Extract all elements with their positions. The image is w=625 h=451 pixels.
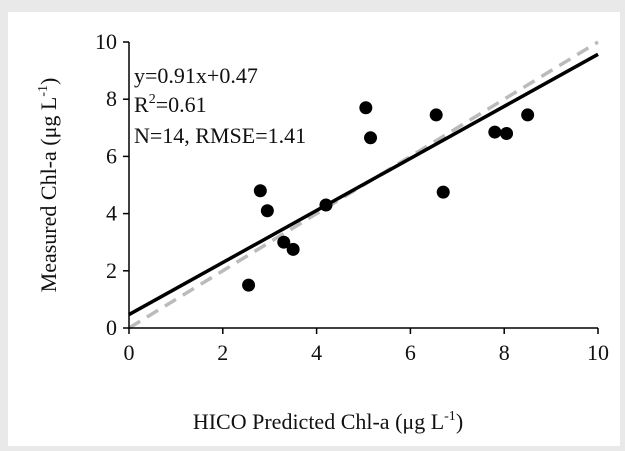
y-tick-label: 4 bbox=[106, 201, 117, 226]
y-axis-title-tail: ) bbox=[36, 78, 61, 85]
chart-figure: 0 2 4 6 8 10 0 2 4 6 8 10 y=0.91x+0.47 R2=0.61 N=14… bbox=[8, 12, 620, 446]
stats-label: N=14, RMSE=1.41 bbox=[134, 123, 306, 148]
y-tick-label: 8 bbox=[106, 86, 117, 111]
x-axis-title-main: HICO Predicted Chl-a (μg L bbox=[193, 409, 444, 434]
equation-label: y=0.91x+0.47 bbox=[134, 63, 258, 88]
x-axis-title-superscript: -1 bbox=[444, 409, 456, 424]
x-tick-label: 10 bbox=[587, 340, 609, 365]
data-point bbox=[286, 242, 300, 256]
y-axis-title-main: Measured Chl-a (μg L bbox=[36, 97, 61, 293]
y-axis-title-superscript: -1 bbox=[36, 85, 51, 97]
data-point bbox=[242, 278, 256, 292]
data-point bbox=[277, 235, 291, 249]
r-squared-label: R2=0.61 bbox=[134, 92, 207, 117]
data-point bbox=[364, 131, 378, 145]
x-tick-label: 6 bbox=[405, 340, 416, 365]
data-point bbox=[500, 127, 514, 141]
r-squared-symbol: R bbox=[134, 92, 149, 117]
r-squared-superscript: 2 bbox=[149, 92, 156, 107]
x-axis-title: HICO Predicted Chl-a (μg L-1) bbox=[193, 409, 463, 434]
y-tick-label: 2 bbox=[106, 258, 117, 283]
data-point bbox=[319, 198, 333, 212]
x-axis-title-tail: ) bbox=[456, 409, 463, 434]
data-point bbox=[429, 108, 443, 122]
data-point bbox=[260, 204, 274, 218]
y-tick-label: 0 bbox=[106, 315, 117, 340]
x-tick-label: 4 bbox=[311, 340, 322, 365]
data-point bbox=[488, 125, 502, 139]
regression-line bbox=[128, 52, 599, 317]
y-tick-label: 10 bbox=[95, 29, 117, 54]
r-squared-value: =0.61 bbox=[156, 92, 207, 117]
data-point bbox=[359, 101, 373, 115]
x-tick-label: 8 bbox=[499, 340, 510, 365]
data-point bbox=[436, 185, 450, 199]
y-axis-title: Measured Chl-a (μg L-1) bbox=[36, 78, 61, 293]
data-point bbox=[521, 108, 535, 122]
x-tick-label: 0 bbox=[124, 340, 135, 365]
data-point bbox=[253, 184, 267, 198]
y-tick-label: 6 bbox=[106, 143, 117, 168]
x-tick-label: 2 bbox=[217, 340, 228, 365]
